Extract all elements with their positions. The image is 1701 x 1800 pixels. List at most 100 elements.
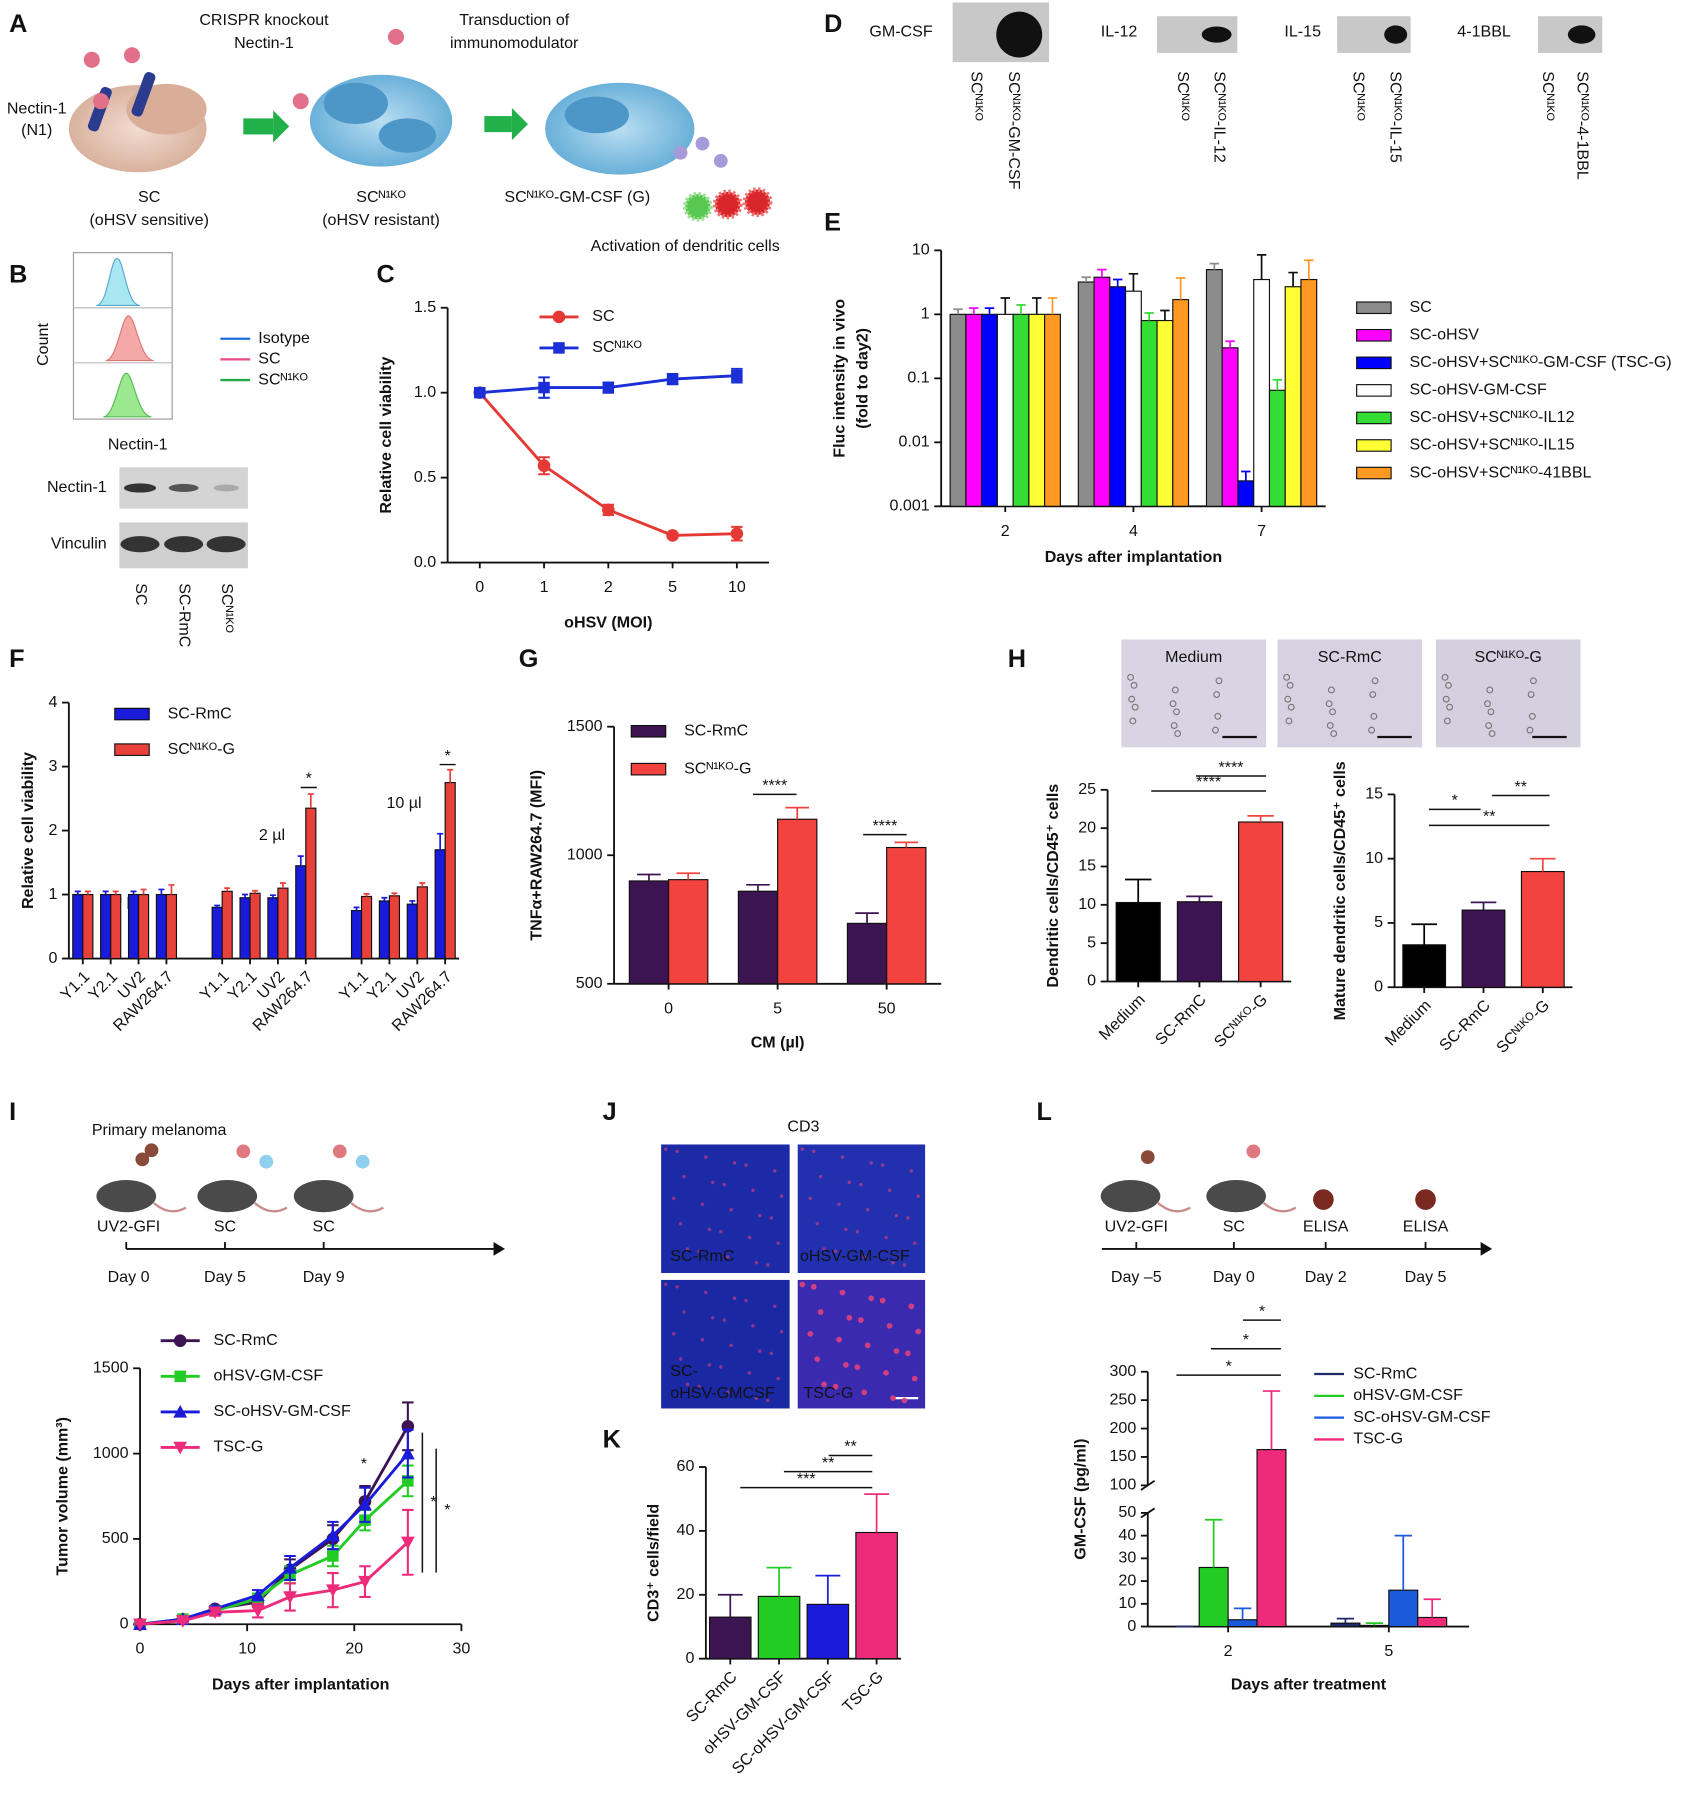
x-tick-label: 0 xyxy=(475,578,484,596)
stain-dot xyxy=(725,1390,730,1395)
stain-dot xyxy=(722,1318,726,1322)
y-tick-label: 1500 xyxy=(93,1359,129,1377)
bar xyxy=(1198,1566,1229,1628)
cell-name: SC xyxy=(138,188,160,206)
y-tick-label: 4 xyxy=(48,693,57,711)
bar xyxy=(406,903,418,960)
y-tick-label: 1.0 xyxy=(414,383,436,401)
cell-dot xyxy=(1213,691,1221,698)
error-bar xyxy=(1247,815,1274,823)
stem-cells xyxy=(236,1144,251,1159)
marker xyxy=(173,1441,188,1455)
significance-label: ** xyxy=(822,1454,835,1472)
stain-dot xyxy=(887,1188,892,1193)
bar xyxy=(1028,313,1046,507)
y-tick-label: 500 xyxy=(102,1529,129,1547)
micrograph xyxy=(1435,639,1581,748)
error-bar xyxy=(1081,276,1091,283)
error-bar xyxy=(766,1566,792,1597)
significance-label: ** xyxy=(844,1438,857,1456)
significance-label: ** xyxy=(1515,778,1528,796)
significance-label: *** xyxy=(797,1470,816,1488)
panel-letter: B xyxy=(9,260,27,288)
y-axis-label: Relative cell viability xyxy=(19,752,37,909)
stain-dot xyxy=(697,1384,701,1389)
error-bar xyxy=(437,832,444,850)
error-bar xyxy=(242,893,249,898)
error-bar xyxy=(279,882,286,889)
y-tick-label: 0 xyxy=(120,1614,129,1632)
legend-swatch xyxy=(1356,384,1392,397)
y-tick-label: 1 xyxy=(48,885,57,903)
error-bar xyxy=(1470,901,1497,911)
error-bar xyxy=(252,889,259,894)
error-bar xyxy=(1209,262,1220,270)
y-tick-label: 10 xyxy=(1078,895,1096,913)
x-tick-label: 2 xyxy=(604,578,613,596)
bar xyxy=(378,900,390,960)
label: SC xyxy=(214,1217,236,1235)
error-bar xyxy=(214,904,221,908)
y-tick-label: 0 xyxy=(48,949,57,967)
error-bar xyxy=(419,882,426,887)
x-tick-label: TSC-G xyxy=(839,1668,887,1716)
legend-swatch xyxy=(114,743,150,756)
stain-dot xyxy=(818,1174,823,1179)
y-tick-label: 20 xyxy=(1118,1571,1136,1589)
tail xyxy=(153,1202,187,1213)
label: Transduction of xyxy=(459,11,570,29)
marker xyxy=(552,310,566,324)
y-axis-label: (fold to day2) xyxy=(853,328,871,429)
y-tick-label: 500 xyxy=(576,974,603,992)
mice xyxy=(96,1180,1266,1213)
arrow xyxy=(273,110,290,143)
stain-dot xyxy=(776,1376,780,1381)
x-tick-label: SCᴺ¹ᴷᴼ-G xyxy=(1211,991,1271,1051)
error-bar xyxy=(74,890,81,895)
stain-dot xyxy=(751,1188,755,1193)
blot-band xyxy=(1201,26,1232,43)
stain-dot xyxy=(815,1221,819,1226)
marker xyxy=(400,1446,415,1460)
panel-a-drawing xyxy=(68,28,773,222)
legend-swatch xyxy=(1356,356,1392,370)
panel-letter: D xyxy=(824,10,842,38)
y-tick-label: 40 xyxy=(677,1521,695,1539)
y-tick-label: 250 xyxy=(1110,1390,1137,1408)
error-bar xyxy=(1047,297,1058,315)
cell-dot xyxy=(1446,703,1454,711)
stain-dot xyxy=(902,1263,907,1267)
x-tick-label: Medium xyxy=(1096,991,1149,1044)
stain-dot xyxy=(704,1155,708,1159)
arrow xyxy=(511,108,528,141)
stain-dot xyxy=(821,1381,827,1388)
bar xyxy=(757,1595,801,1660)
marker xyxy=(666,529,679,542)
bar xyxy=(100,893,112,960)
legend-swatch xyxy=(630,762,667,776)
stain-dot xyxy=(725,1255,730,1259)
x-tick-label: 10 xyxy=(238,1640,256,1658)
bar xyxy=(444,781,456,960)
stain-dot xyxy=(869,1161,873,1165)
stain-dot xyxy=(884,1235,888,1240)
error-bar xyxy=(1304,259,1314,280)
bar xyxy=(1402,944,1447,988)
stain-dot xyxy=(808,1196,813,1201)
error-bar xyxy=(381,896,388,901)
legend-label: oHSV-GM-CSF xyxy=(213,1367,323,1385)
stain-dot xyxy=(847,1180,852,1185)
x-tick-label: 20 xyxy=(345,1640,363,1658)
y-tick-label: 0.1 xyxy=(907,369,929,387)
x-tick-label: 10 xyxy=(728,578,746,596)
cell-dot xyxy=(1370,712,1378,720)
dendritic-cell xyxy=(682,191,713,222)
label: Day 0 xyxy=(1213,1268,1255,1286)
error-bar xyxy=(969,307,979,315)
mouse xyxy=(1206,1180,1266,1213)
cell-dot xyxy=(1127,673,1134,681)
cell-dot xyxy=(1170,722,1178,729)
micrograph xyxy=(797,1279,926,1409)
cell-dot xyxy=(1128,695,1136,703)
stain-dot xyxy=(846,1314,853,1321)
